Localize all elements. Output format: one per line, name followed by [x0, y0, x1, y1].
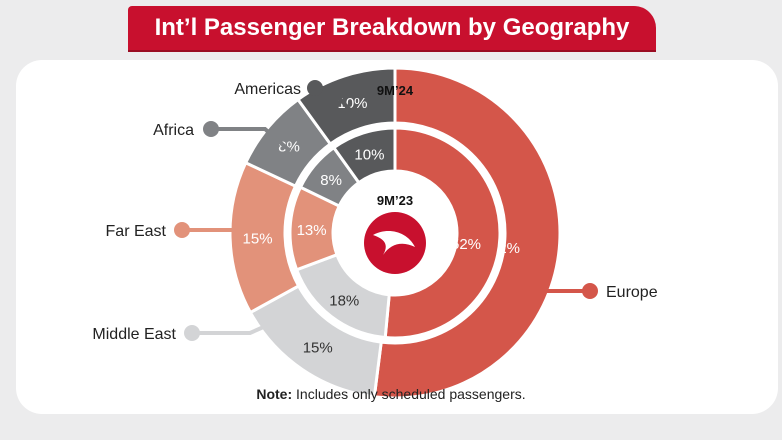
inner-ring-label-middle-east: 18%: [329, 292, 359, 309]
leader-dot-middle-east: [184, 325, 200, 341]
title-banner-shadow: [128, 50, 656, 52]
outer-ring-slice-europe: [372, 66, 562, 400]
inner-ring-label-americas: 10%: [354, 147, 384, 164]
title-banner: Int’l Passenger Breakdown by Geography: [128, 6, 656, 50]
inner-ring-slice-americas: [331, 126, 397, 185]
leader-line-europe: [519, 285, 590, 293]
leader-dot-americas: [307, 80, 323, 96]
footnote: Note: Includes only scheduled passengers…: [0, 386, 782, 402]
outer-ring-label-africa: 8%: [278, 138, 300, 155]
category-label-europe: Europe: [606, 284, 658, 301]
inner-ring-label-africa: 8%: [320, 172, 342, 189]
category-label-middle-east: Middle East: [92, 326, 176, 343]
note-label: Note:: [256, 386, 293, 402]
outer-ring-label-middle-east: 15%: [303, 340, 333, 357]
category-label-americas: Americas: [234, 81, 301, 98]
inner-ring-period-label: 9M’23: [377, 193, 413, 208]
leader-line-middle-east: [192, 316, 285, 335]
note-text: Includes only scheduled passengers.: [292, 386, 526, 402]
category-label-far-east: Far East: [106, 223, 167, 240]
leader-line-africa: [211, 127, 292, 153]
inner-ring-label-europe: 52%: [451, 236, 481, 253]
category-label-africa: Africa: [153, 122, 194, 139]
outer-ring-label-far-east: 15%: [243, 230, 273, 247]
inner-ring-slice-europe: [383, 126, 502, 340]
leader-dot-far-east: [174, 222, 190, 238]
outer-ring-period-label: 9M’24: [377, 83, 414, 98]
inner-ring-label-far-east: 13%: [297, 222, 327, 239]
page-title: Int’l Passenger Breakdown by Geography: [154, 14, 630, 41]
outer-ring-label-americas: 10%: [337, 95, 367, 112]
logo-bird-shape: [373, 231, 415, 255]
leader-dot-europe: [582, 283, 598, 299]
leader-dot-africa: [203, 121, 219, 137]
